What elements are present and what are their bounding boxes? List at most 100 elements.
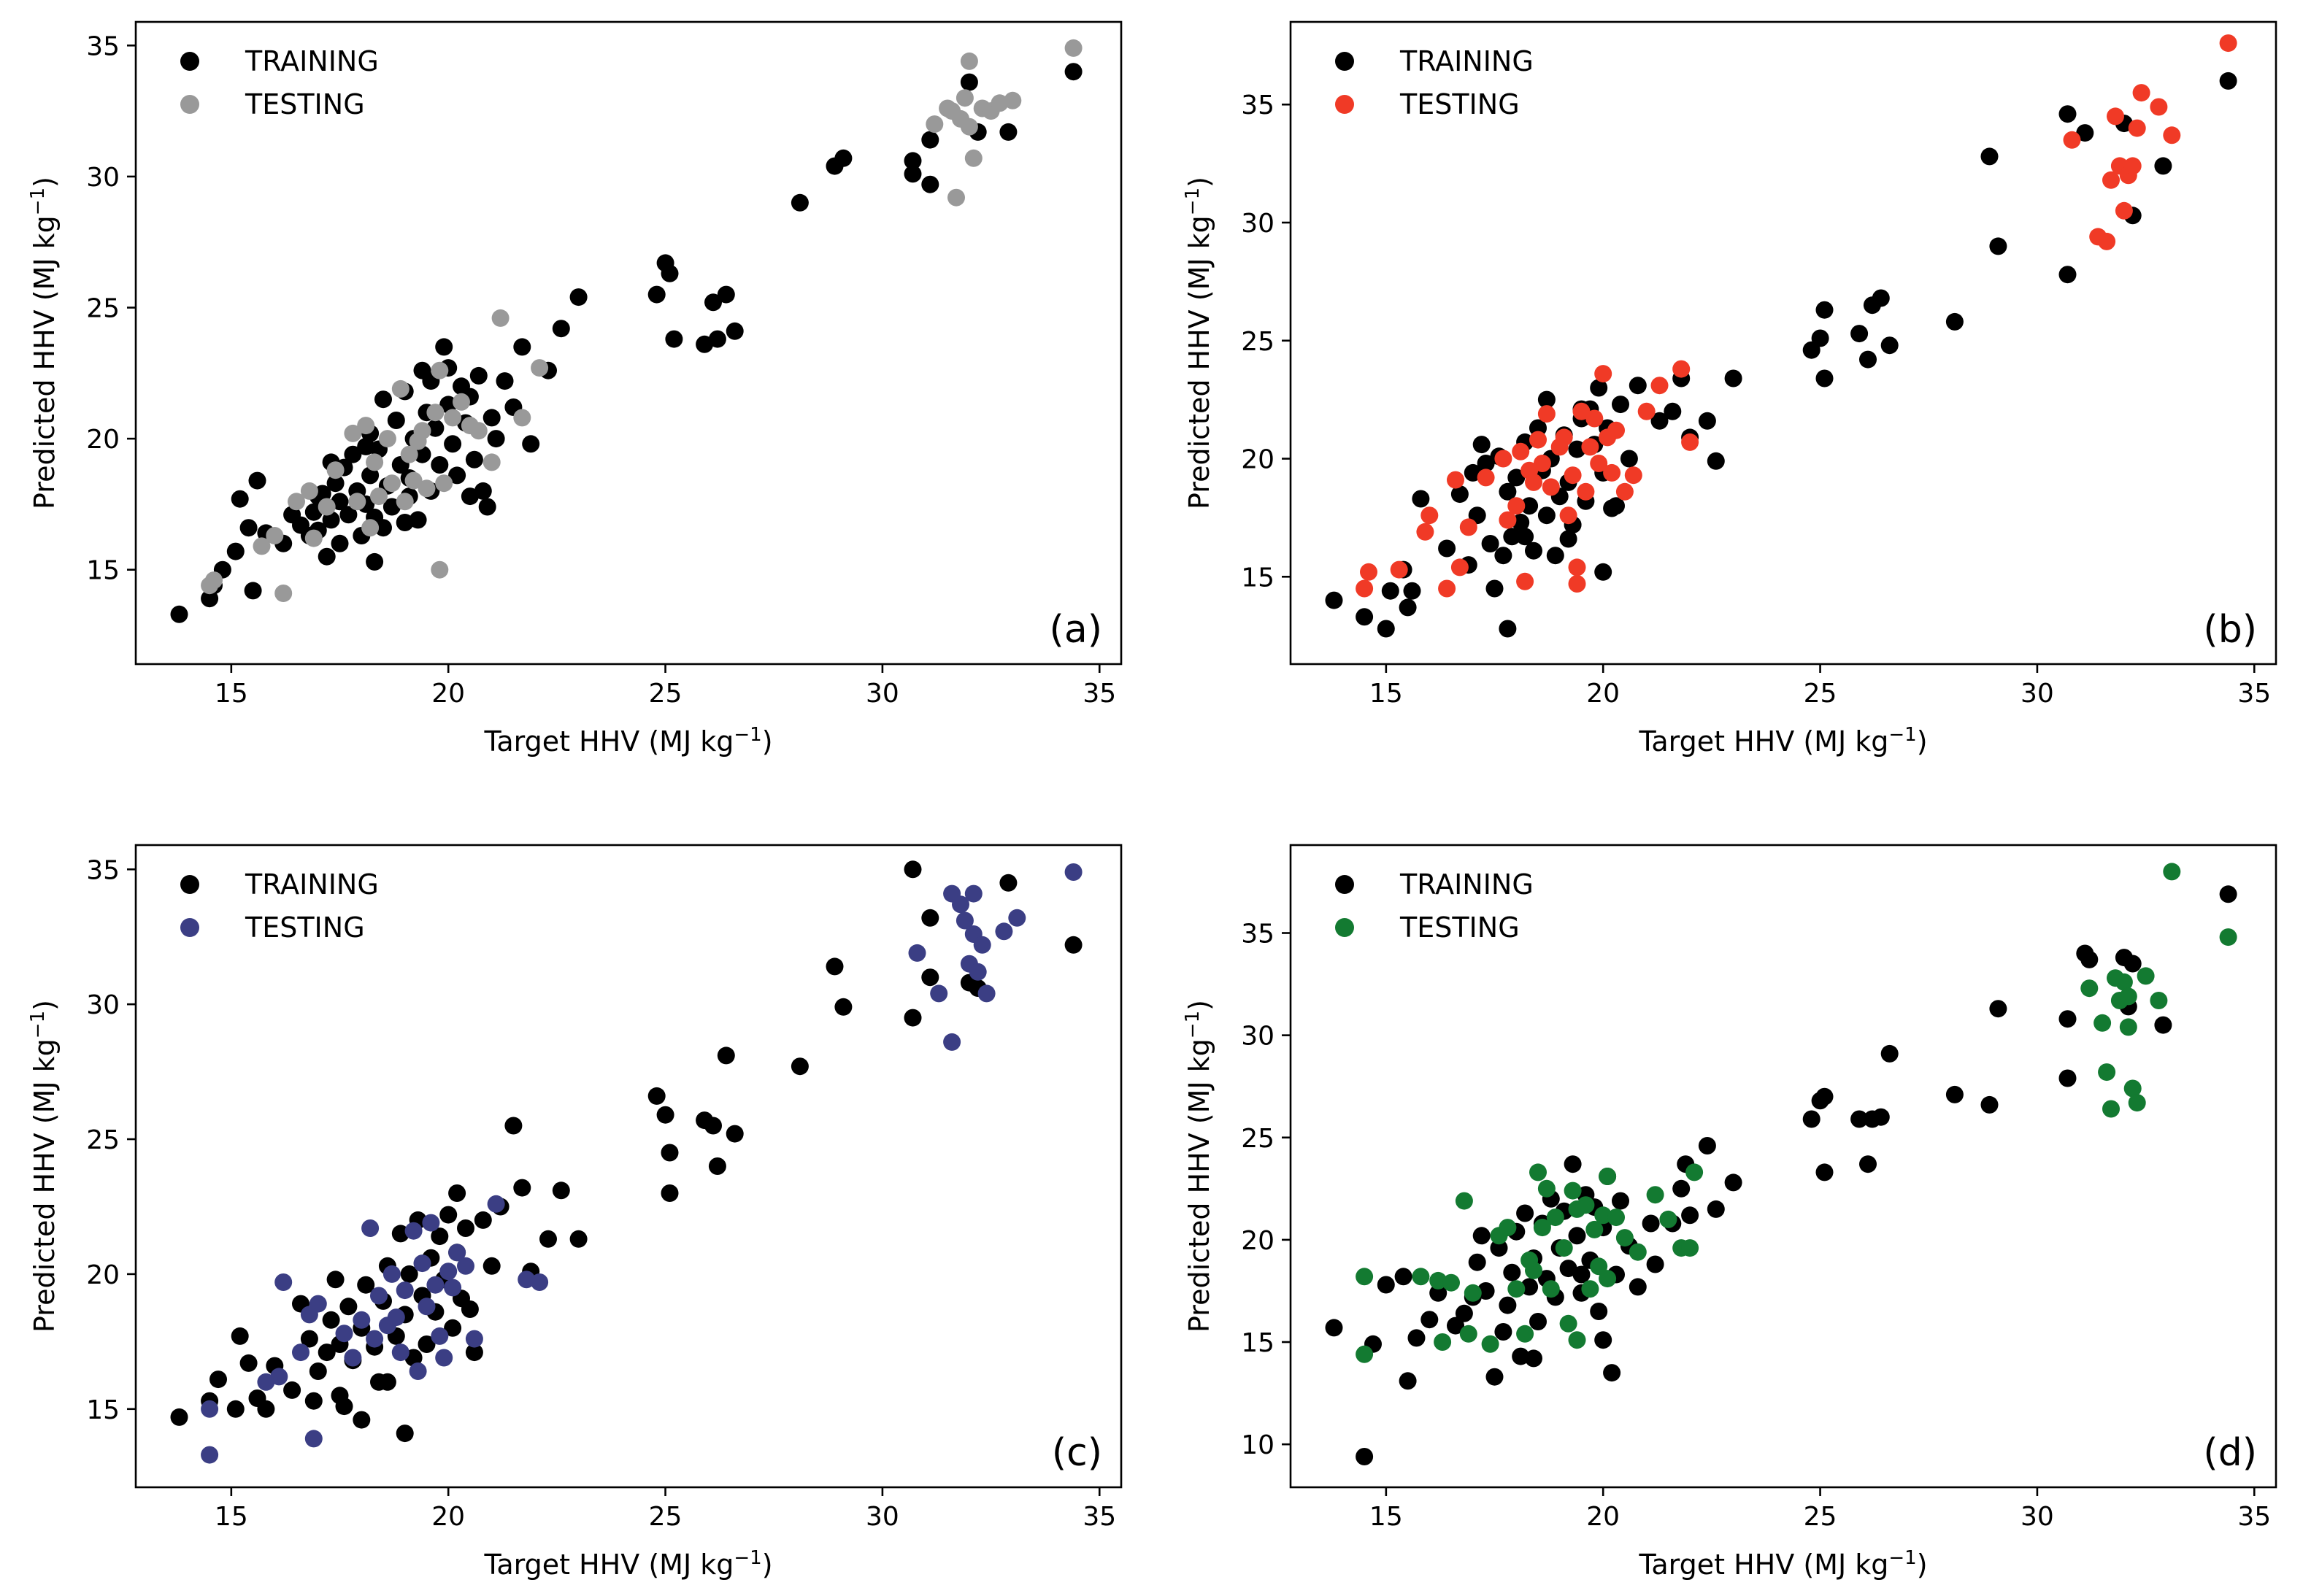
point-testing <box>926 115 944 134</box>
point-training <box>1494 547 1512 565</box>
point-training <box>1429 1284 1447 1302</box>
point-training <box>431 1227 449 1246</box>
point-training <box>921 175 939 193</box>
point-training <box>374 519 392 537</box>
point-training <box>357 437 375 455</box>
point-testing <box>1525 1261 1542 1279</box>
legend-marker-training <box>180 875 199 894</box>
point-training <box>2154 1016 2172 1034</box>
point-testing <box>435 1349 453 1367</box>
point-training <box>1815 1163 1834 1181</box>
point-testing <box>482 453 501 471</box>
y-tick-label: 20 <box>86 1260 120 1290</box>
point-testing <box>344 1349 362 1367</box>
point-testing <box>444 1279 462 1297</box>
point-testing <box>1477 469 1495 487</box>
point-testing <box>1607 1208 1625 1227</box>
point-testing <box>348 493 366 511</box>
point-training <box>1980 147 1999 166</box>
point-training <box>1503 1263 1521 1281</box>
point-testing <box>2128 1094 2146 1112</box>
point-testing <box>1507 497 1526 515</box>
point-testing <box>491 309 510 327</box>
point-training <box>1325 591 1343 609</box>
point-testing <box>304 1430 323 1448</box>
point-training <box>1607 497 1625 515</box>
point-training <box>322 1311 340 1329</box>
point-testing <box>304 529 323 547</box>
point-testing <box>1525 473 1542 491</box>
point-training <box>1399 598 1417 617</box>
y-axis-label-d: Predicted HHV (MJ kg−1) <box>1182 1000 1215 1333</box>
point-training <box>1698 1137 1716 1154</box>
point-testing <box>1064 39 1083 57</box>
point-training <box>1485 1368 1504 1386</box>
point-training <box>1377 1276 1395 1294</box>
point-testing <box>418 479 436 498</box>
point-training <box>391 1225 410 1243</box>
point-testing <box>2123 157 2142 175</box>
point-training <box>1503 528 1521 546</box>
point-training <box>439 396 458 414</box>
point-training <box>1403 582 1421 600</box>
point-training <box>1724 1173 1742 1192</box>
point-training <box>448 466 466 485</box>
x-tick-label: 35 <box>1083 679 1116 709</box>
point-testing <box>2163 863 2181 881</box>
point-testing <box>309 1295 327 1313</box>
point-training <box>826 957 844 976</box>
point-training <box>339 506 358 524</box>
point-testing <box>1590 1257 1608 1276</box>
point-training <box>378 1373 396 1391</box>
point-training <box>1064 63 1083 81</box>
point-testing <box>977 984 996 1003</box>
legend-marker-training <box>180 52 199 71</box>
point-testing <box>370 487 388 506</box>
point-training <box>448 1184 466 1202</box>
point-testing <box>409 1362 427 1380</box>
x-tick-label: 25 <box>1804 679 1837 709</box>
point-training <box>496 372 514 390</box>
legend-marker-testing <box>1335 918 1354 937</box>
point-training <box>482 1257 501 1275</box>
point-training <box>461 487 479 506</box>
point-training <box>1815 369 1834 388</box>
point-training <box>1525 1349 1542 1368</box>
point-training <box>444 1319 462 1337</box>
point-testing <box>2150 992 2168 1009</box>
point-testing <box>1650 377 1669 395</box>
panel-b-legend: TRAINING TESTING <box>1335 45 1534 120</box>
axes-frame <box>134 844 1123 1489</box>
point-training <box>1559 1260 1577 1278</box>
point-training <box>396 514 414 531</box>
point-training <box>413 361 431 379</box>
point-testing <box>270 1368 288 1386</box>
point-training <box>439 1206 458 1224</box>
point-training <box>1377 620 1395 638</box>
point-training <box>1672 1179 1691 1198</box>
point-testing <box>2219 928 2237 947</box>
point-testing <box>391 1344 410 1362</box>
point-training <box>1859 1155 1877 1173</box>
point-testing <box>344 424 362 442</box>
point-testing <box>382 474 401 493</box>
point-testing <box>1390 560 1408 579</box>
point-training <box>1407 1329 1426 1347</box>
panel-label-a: (a) <box>1050 608 1102 652</box>
point-testing <box>2150 98 2168 116</box>
y-tick-label: 15 <box>1241 1328 1274 1358</box>
point-testing <box>2102 171 2120 189</box>
point-training <box>396 1425 414 1443</box>
point-testing <box>391 379 410 398</box>
point-training <box>231 1327 249 1345</box>
point-training <box>318 1344 336 1362</box>
point-training <box>1537 390 1556 409</box>
point-training <box>1537 506 1556 525</box>
point-testing <box>531 1273 549 1291</box>
point-training <box>1724 369 1742 388</box>
point-testing <box>1659 1210 1677 1228</box>
point-training <box>1594 1331 1612 1349</box>
point-training <box>1568 440 1586 458</box>
point-testing <box>1555 1239 1573 1257</box>
